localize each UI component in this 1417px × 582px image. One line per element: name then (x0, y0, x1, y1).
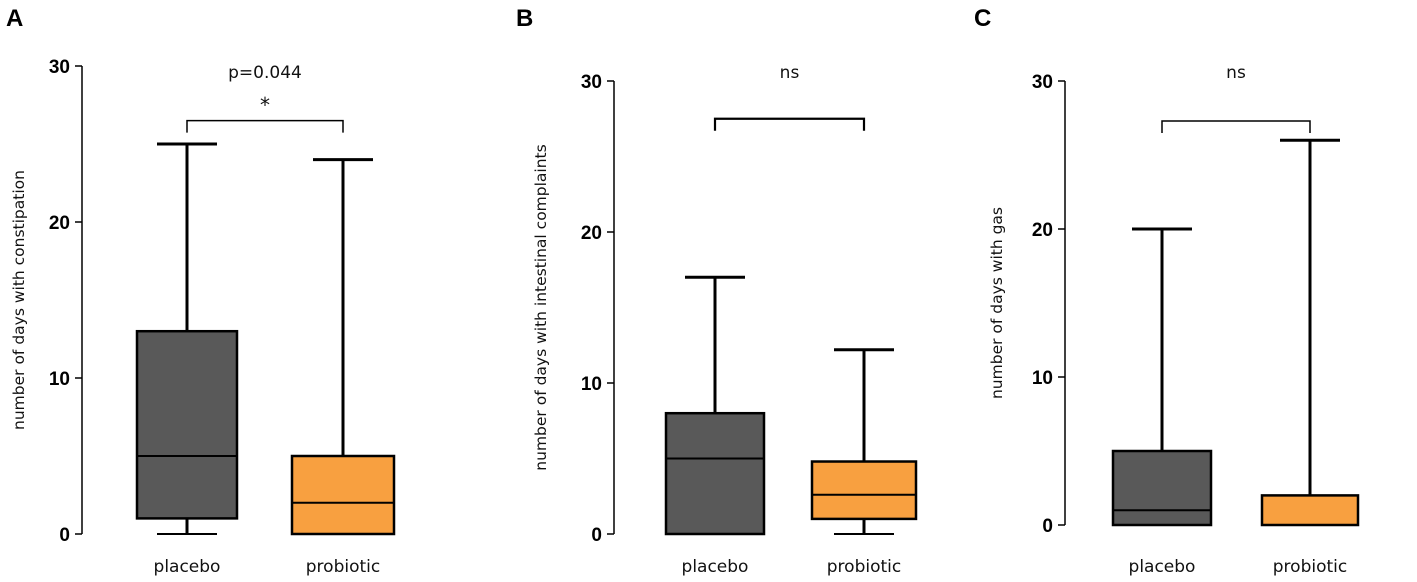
panel-c-label: C (974, 5, 991, 32)
panel-a-y-tick-label-0: 0 (59, 525, 70, 546)
panel-a-significance-bracket (186, 119, 344, 133)
panel-a-probiotic-box (290, 454, 396, 536)
panel-c-y-tick-label-20: 20 (1032, 220, 1053, 241)
panel-b-y-tick-label-20: 20 (581, 223, 602, 244)
panel-b-y-tick-label-10: 10 (581, 374, 602, 395)
panel-c-y-tick-label-10: 10 (1032, 368, 1053, 389)
panel-a-y-tick-label-30: 30 (49, 57, 70, 78)
panel-b-significance-bracket (713, 117, 866, 131)
panel-a-x-label-probiotic: probiotic (306, 557, 380, 577)
panel-c-y-axis-label: number of days with gas (988, 207, 1006, 399)
panel-c-x-label-placebo: placebo (1129, 557, 1196, 577)
panel-c-y-tick-label-30: 30 (1032, 72, 1053, 93)
panel-b-probiotic-box (810, 460, 918, 521)
panel-b-y-tick-label-0: 0 (591, 525, 602, 546)
panel-a-y-tick-label-20: 20 (49, 213, 70, 234)
panel-c-y-tick-label-0: 0 (1042, 516, 1053, 537)
panel-b-placebo-box (664, 411, 766, 536)
panel-c-placebo-box (1111, 449, 1213, 527)
panel-c-x-label-probiotic: probiotic (1273, 557, 1347, 577)
panel-b-y-axis-label: number of days with intestinal complaint… (532, 144, 550, 470)
panel-a-y-tick-label-10: 10 (49, 369, 70, 390)
panel-b-annotation: ns (780, 63, 800, 83)
panel-a-y-axis-label: number of days with constipation (10, 170, 28, 430)
panel-c-annotation: ns (1226, 63, 1246, 83)
panel-a-annotation: p=0.044 (228, 63, 302, 83)
panel-a-label: A (6, 5, 23, 32)
panel-c-probiotic-box (1260, 494, 1360, 527)
panel-b-x-label-probiotic: probiotic (827, 557, 901, 577)
panel-a-x-label-placebo: placebo (154, 557, 221, 577)
panel-c-significance-bracket (1161, 120, 1311, 133)
panel-b-label: B (516, 5, 533, 32)
panel-a-placebo-box (135, 329, 239, 520)
panel-b-x-label-placebo: placebo (682, 557, 749, 577)
panel-a-significance-marker: * (260, 93, 270, 117)
panel-b-y-tick-label-30: 30 (581, 72, 602, 93)
